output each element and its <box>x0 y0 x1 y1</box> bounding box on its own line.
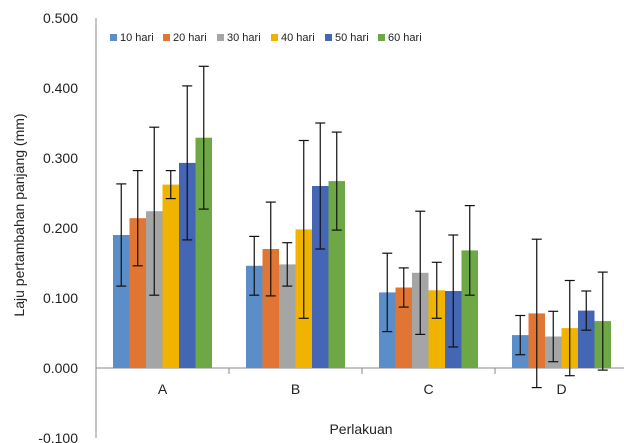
y-tick-label: 0.000 <box>43 360 78 376</box>
legend-item: 30 hari <box>217 32 261 44</box>
y-tick-label: 0.400 <box>43 80 78 96</box>
category-label: D <box>556 381 566 397</box>
error-bar <box>249 235 260 296</box>
error-bar <box>415 210 426 335</box>
bar <box>279 264 296 368</box>
error-bar <box>149 126 160 296</box>
y-tick-label: 0.100 <box>43 290 78 306</box>
legend-swatch <box>378 34 385 41</box>
legend-swatch <box>325 34 332 41</box>
error-bar <box>564 279 575 377</box>
y-tick-label: 0.500 <box>43 10 78 26</box>
error-bar <box>198 65 209 210</box>
category-label: C <box>423 381 433 397</box>
category-label: A <box>158 381 168 397</box>
bar <box>246 265 263 368</box>
error-bar <box>548 310 559 363</box>
error-bar <box>581 290 592 331</box>
error-bar <box>448 234 459 348</box>
legend-swatch <box>163 34 170 41</box>
legend-label: 50 hari <box>335 32 369 44</box>
y-tick-label: 0.300 <box>43 150 78 166</box>
legend-label: 30 hari <box>227 32 261 44</box>
error-bar <box>515 314 526 356</box>
error-bar <box>116 183 127 287</box>
plot-area: -0.100 0.000 0.100 0.200 0.300 0.400 0.500 A B C D <box>38 10 624 443</box>
error-bar <box>132 170 143 267</box>
error-bar <box>464 205 475 296</box>
bar <box>428 290 445 368</box>
bar <box>461 250 478 368</box>
bar <box>328 181 345 368</box>
error-bar <box>182 85 193 241</box>
legend: 10 hari 20 hari 30 hari 40 hari 50 hari 60 ha… <box>110 32 422 44</box>
error-bar <box>165 170 176 200</box>
legend-swatch <box>110 34 117 41</box>
legend-label: 60 hari <box>388 32 422 44</box>
error-bar <box>315 122 326 250</box>
legend-label: 20 hari <box>173 32 207 44</box>
legend-item: 50 hari <box>325 32 369 44</box>
legend-label: 10 hari <box>120 32 154 44</box>
legend-swatch <box>217 34 224 41</box>
legend-item: 20 hari <box>163 32 207 44</box>
bar <box>113 235 130 368</box>
y-tick-label: 0.200 <box>43 220 78 236</box>
error-bar <box>382 252 393 333</box>
legend-swatch <box>271 34 278 41</box>
bar <box>195 137 212 368</box>
bar <box>262 249 279 368</box>
error-bar <box>431 261 442 319</box>
error-bar <box>282 242 293 287</box>
bar <box>179 162 196 368</box>
error-bar <box>597 271 608 371</box>
bar <box>162 184 179 368</box>
legend-label: 40 hari <box>281 32 315 44</box>
error-bar <box>298 139 309 319</box>
bar <box>312 186 329 368</box>
error-bar <box>531 238 542 389</box>
error-bar <box>398 267 409 308</box>
legend-item: 60 hari <box>378 32 422 44</box>
bar <box>578 310 595 368</box>
x-axis-title: Perlakuan <box>329 421 392 437</box>
bar <box>129 218 146 368</box>
legend-item: 40 hari <box>271 32 315 44</box>
error-bar <box>265 201 276 297</box>
y-tick-label: -0.100 <box>38 430 78 443</box>
error-bar <box>331 131 342 231</box>
legend-item: 10 hari <box>110 32 154 44</box>
y-axis-title: Laju pertambahan panjang (mm) <box>11 113 27 316</box>
category-label: B <box>291 381 300 397</box>
